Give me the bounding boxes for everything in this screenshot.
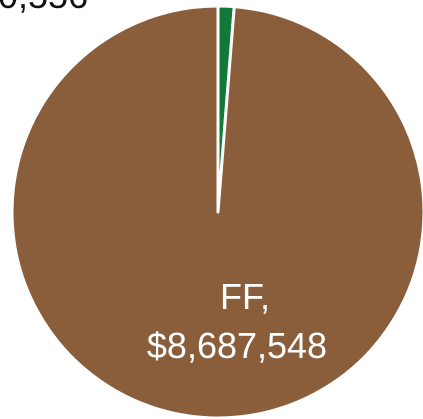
category-label: FF, xyxy=(220,276,270,317)
pie-slice xyxy=(10,4,423,419)
data-label: 0,556 xyxy=(0,0,88,16)
data-label: $8,687,548 xyxy=(147,325,327,366)
